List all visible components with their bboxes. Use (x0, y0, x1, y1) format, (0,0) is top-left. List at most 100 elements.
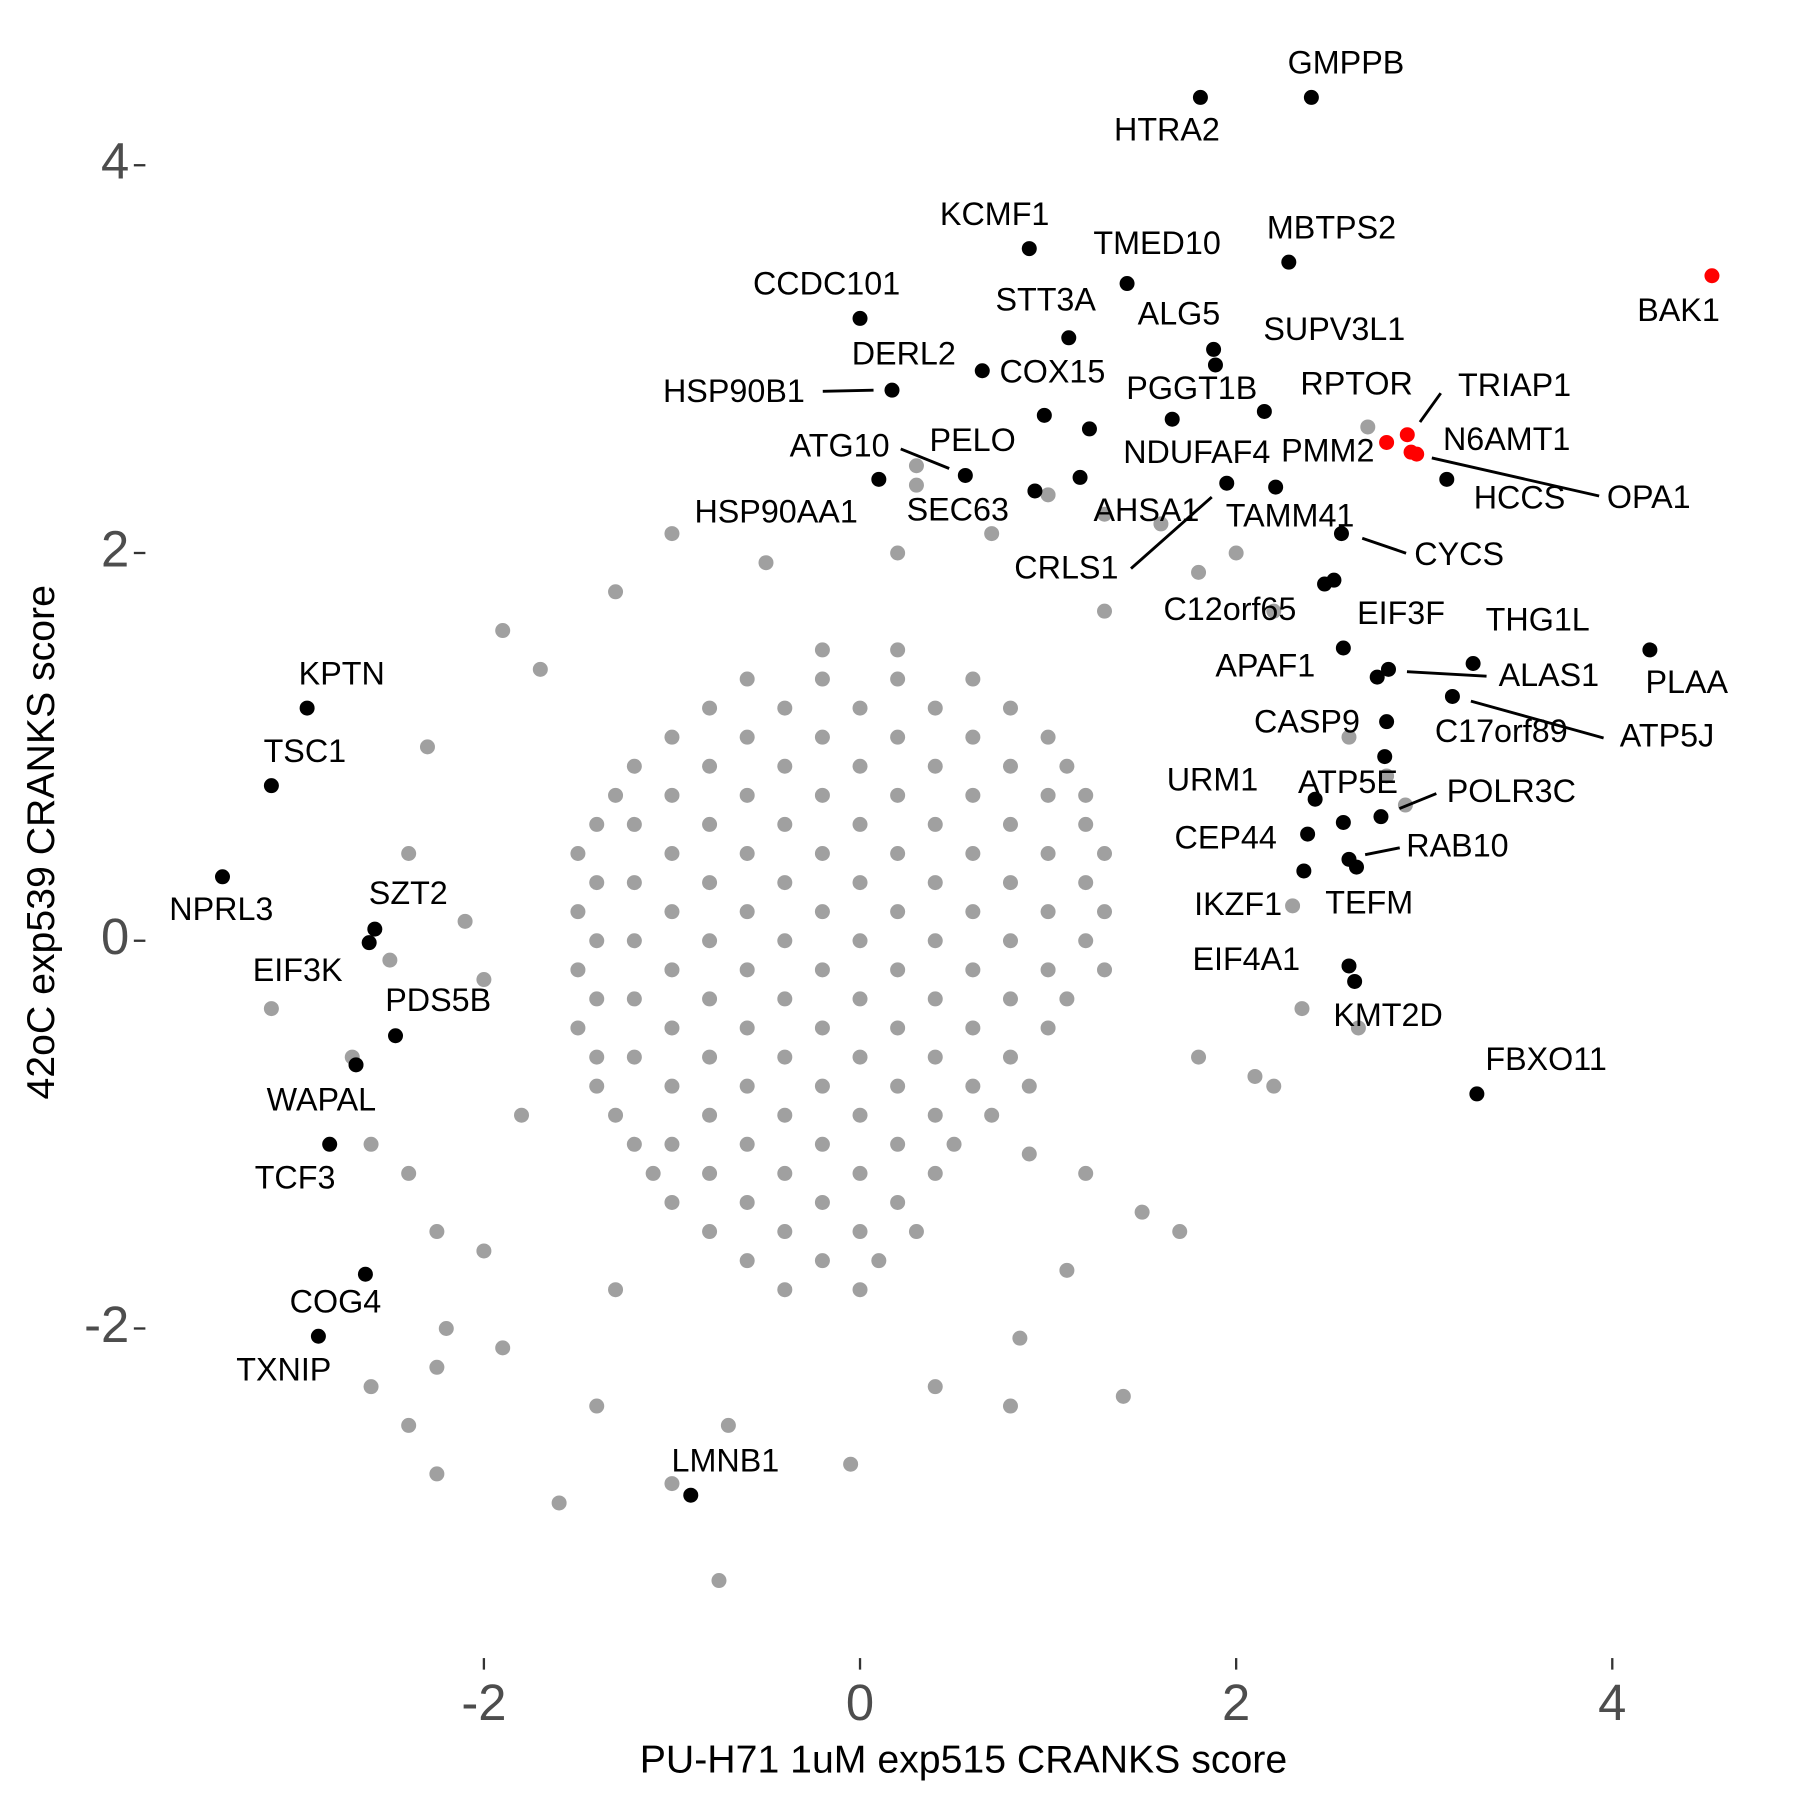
point (1444, 688, 1460, 704)
point (1207, 357, 1223, 373)
point (382, 952, 398, 968)
point (777, 875, 793, 891)
point (814, 1078, 830, 1094)
label-connector (822, 388, 874, 393)
point (1097, 846, 1113, 862)
point (1228, 545, 1244, 561)
point (495, 623, 511, 639)
point (814, 846, 830, 862)
point (1303, 89, 1319, 105)
point (570, 904, 586, 920)
point (957, 467, 973, 483)
point (814, 904, 830, 920)
point-label: EIF3F (1357, 595, 1445, 631)
point (1247, 1068, 1263, 1084)
point (1469, 1086, 1485, 1102)
point-label: URM1 (1167, 761, 1259, 797)
point (852, 816, 868, 832)
point (570, 1020, 586, 1036)
point (852, 700, 868, 716)
point (1002, 875, 1018, 891)
point-label: IKZF1 (1194, 886, 1282, 922)
label-connector (1418, 392, 1442, 423)
point (965, 1078, 981, 1094)
point (1206, 341, 1222, 357)
point-label: PMM2 (1281, 432, 1374, 468)
point (322, 1136, 338, 1152)
point-label: RPTOR (1300, 366, 1412, 402)
point-label: HSP90AA1 (694, 493, 857, 529)
point-label: C17orf89 (1435, 713, 1568, 749)
point-label: LMNB1 (672, 1442, 780, 1478)
point-label: CRLS1 (1014, 549, 1118, 585)
label-connector (1364, 846, 1401, 857)
point (890, 671, 906, 687)
label-connector (1130, 495, 1213, 570)
point-label: ATG10 (790, 427, 890, 463)
point (946, 1136, 962, 1152)
point (739, 1253, 755, 1269)
point (310, 1328, 326, 1344)
point (852, 310, 868, 326)
point-label: KCMF1 (940, 196, 1049, 232)
point (702, 1049, 718, 1065)
point (702, 1165, 718, 1181)
point (814, 787, 830, 803)
point (664, 1194, 680, 1210)
point (720, 1417, 736, 1433)
point (664, 787, 680, 803)
point (476, 972, 492, 988)
point (1380, 661, 1396, 677)
point (1369, 669, 1385, 685)
point (702, 816, 718, 832)
x-tick-label: 0 (846, 1674, 874, 1731)
point (702, 875, 718, 891)
point (388, 1028, 404, 1044)
point (1040, 487, 1056, 503)
point (363, 1136, 379, 1152)
point (1072, 469, 1088, 485)
point (927, 1107, 943, 1123)
point (739, 729, 755, 745)
point (626, 933, 642, 949)
point-label: APAF1 (1215, 647, 1315, 683)
point (871, 1253, 887, 1269)
point (1097, 904, 1113, 920)
point (927, 933, 943, 949)
point (299, 700, 315, 716)
point (927, 991, 943, 1007)
point (589, 816, 605, 832)
point (429, 1466, 445, 1482)
point-label: DERL2 (852, 335, 956, 371)
point (438, 1320, 454, 1336)
point (1191, 564, 1207, 580)
point (927, 1165, 943, 1181)
point-label: CYCS (1414, 536, 1504, 572)
point (758, 555, 774, 571)
point (1377, 749, 1393, 765)
point (401, 1417, 417, 1433)
point-label: COX15 (999, 353, 1105, 389)
point (1268, 479, 1284, 495)
point (1704, 268, 1720, 284)
point (739, 1194, 755, 1210)
point-label: COG4 (290, 1284, 382, 1320)
point (702, 933, 718, 949)
point (401, 1165, 417, 1181)
point (814, 642, 830, 658)
point (1294, 1001, 1310, 1017)
y-tick-label: 2 (101, 520, 129, 577)
point (890, 1194, 906, 1210)
point (532, 661, 548, 677)
point (965, 787, 981, 803)
label-connector (1361, 536, 1407, 555)
point (1078, 816, 1094, 832)
point (739, 846, 755, 862)
point (777, 816, 793, 832)
point (589, 991, 605, 1007)
point (852, 1224, 868, 1240)
point (1002, 758, 1018, 774)
point-label: ATP5J (1620, 718, 1715, 754)
point (1040, 729, 1056, 745)
point (664, 1078, 680, 1094)
